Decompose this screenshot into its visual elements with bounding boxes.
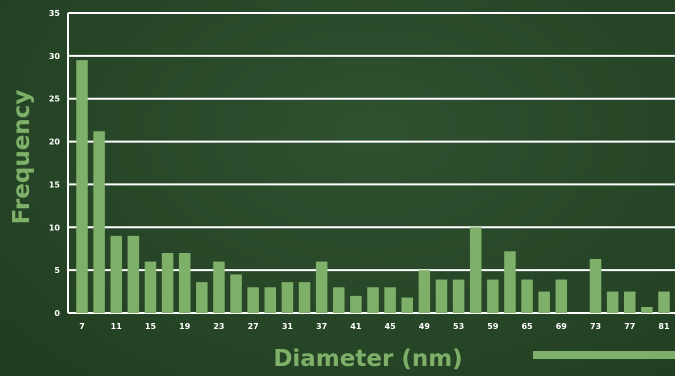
- bar: [196, 282, 208, 313]
- x-tick-label: 73: [590, 322, 601, 331]
- y-tick-label: 10: [49, 223, 61, 232]
- x-tick-label: 81: [658, 322, 670, 331]
- x-axis-label: Diameter (nm): [273, 346, 462, 372]
- bar: [281, 282, 294, 313]
- bar: [315, 261, 328, 313]
- x-tick-label: 45: [385, 322, 397, 331]
- bar: [367, 287, 379, 313]
- bar: [264, 287, 277, 313]
- decorative-bar: [533, 351, 675, 359]
- x-tick-label: 11: [111, 322, 123, 331]
- bars: [76, 60, 670, 314]
- bar: [93, 131, 105, 313]
- bar: [333, 287, 345, 313]
- gridlines: [67, 12, 675, 314]
- x-tick-label: 37: [316, 322, 327, 331]
- bar: [504, 251, 516, 313]
- bar: [76, 60, 88, 314]
- bar: [144, 261, 157, 313]
- bar: [401, 297, 413, 313]
- x-tick-label: 7: [79, 322, 85, 331]
- bar: [298, 282, 311, 313]
- bar: [538, 291, 550, 313]
- bar: [658, 291, 670, 313]
- x-tick-label: 53: [453, 322, 464, 331]
- bar: [384, 287, 396, 313]
- y-tick-label: 25: [49, 95, 61, 104]
- x-tick-label: 31: [282, 322, 294, 331]
- x-tick-label: 59: [487, 322, 499, 331]
- bar: [161, 253, 174, 313]
- bar: [127, 235, 140, 313]
- bar: [435, 279, 448, 313]
- bar: [452, 279, 465, 313]
- bar: [589, 259, 602, 313]
- y-axis-ticks: 0 5 10 15 20 25 30 35: [49, 9, 61, 318]
- bar: [247, 287, 259, 313]
- x-tick-label: 69: [556, 322, 568, 331]
- bar: [350, 295, 362, 313]
- bar: [178, 253, 191, 313]
- y-axis-label: Frequency: [9, 90, 35, 225]
- x-tick-label: 15: [145, 322, 157, 331]
- bar: [213, 261, 225, 313]
- x-axis-ticks: 7 11 15 19 23 27 31 37 41 45 49 53 59 65 69 73 77 81: [79, 322, 670, 331]
- bar: [624, 291, 636, 313]
- bar: [230, 274, 242, 313]
- bar: [487, 279, 499, 313]
- x-tick-label: 19: [179, 322, 191, 331]
- y-tick-label: 5: [54, 266, 60, 275]
- y-tick-label: 20: [49, 138, 61, 147]
- x-tick-label: 27: [248, 322, 259, 331]
- bar: [555, 279, 568, 313]
- y-tick-label: 15: [49, 180, 61, 189]
- bar: [606, 291, 619, 313]
- x-tick-label: 65: [521, 322, 533, 331]
- x-tick-label: 49: [419, 322, 431, 331]
- bar: [110, 235, 122, 313]
- y-tick-label: 30: [49, 52, 61, 61]
- bar: [418, 270, 431, 313]
- y-tick-label: 0: [54, 309, 60, 318]
- bar: [641, 307, 653, 313]
- bar: [521, 279, 533, 313]
- y-tick-label: 35: [49, 9, 61, 18]
- bar: [469, 227, 482, 313]
- x-tick-label: 77: [624, 322, 635, 331]
- x-tick-label: 23: [213, 322, 224, 331]
- x-tick-label: 41: [350, 322, 362, 331]
